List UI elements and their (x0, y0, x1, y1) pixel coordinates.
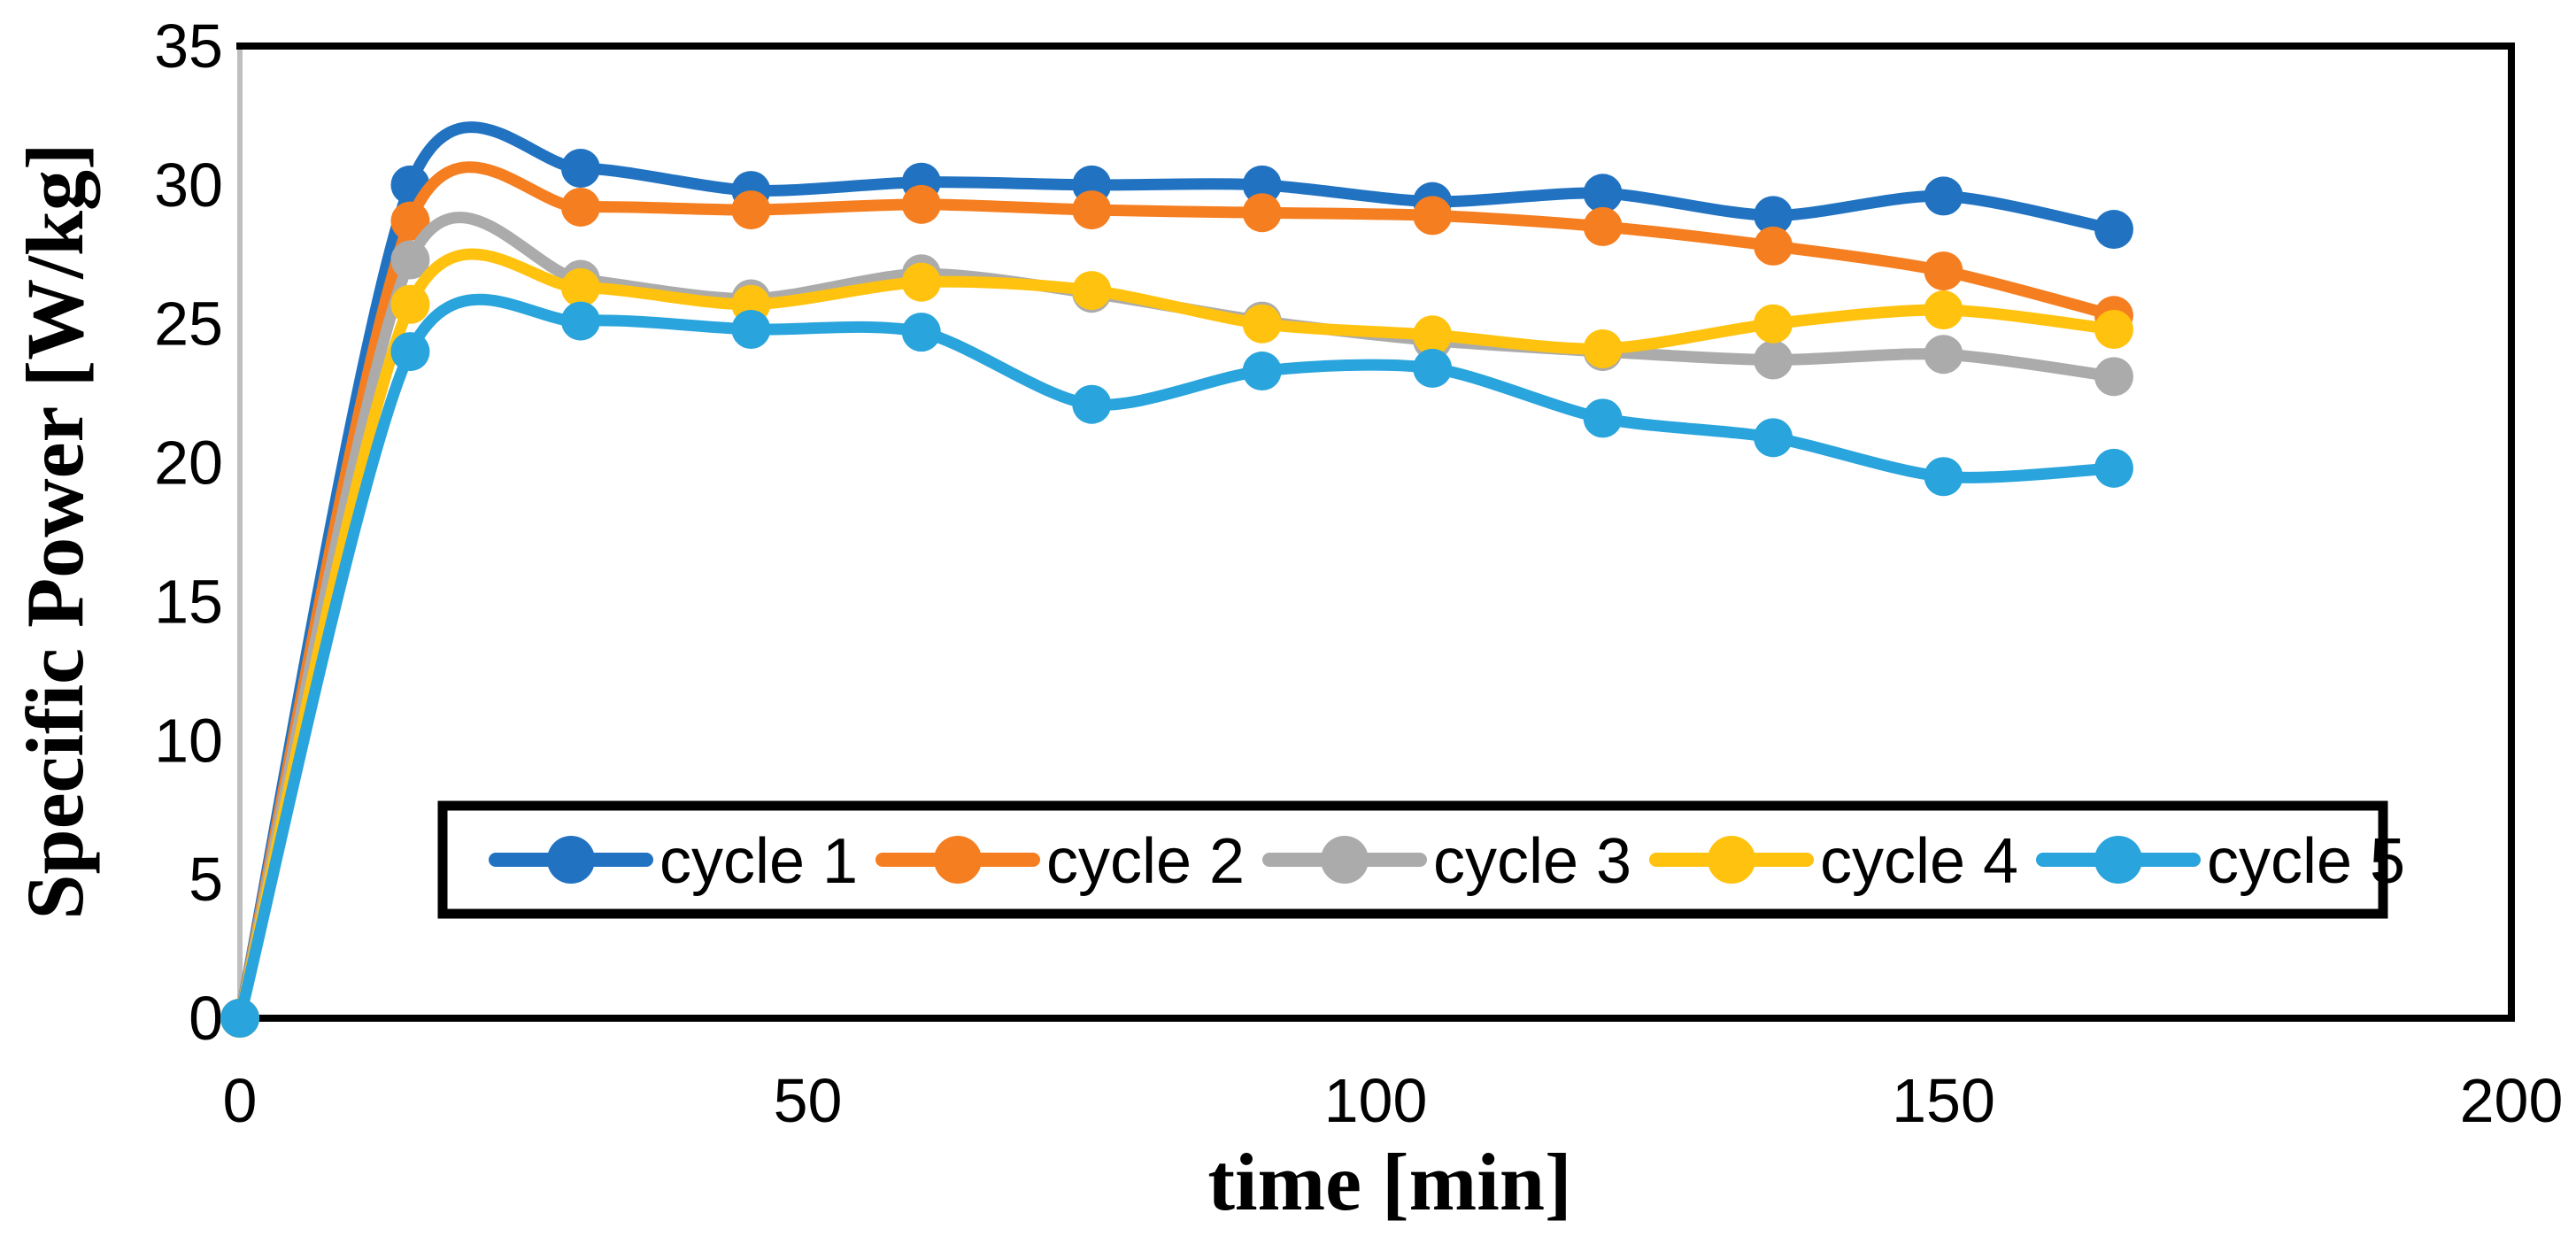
x-tick-label: 150 (1892, 1066, 1995, 1135)
data-point (1924, 176, 1963, 216)
data-point (560, 187, 600, 227)
data-point (1924, 335, 1963, 375)
x-tick-label: 200 (2460, 1066, 2564, 1135)
data-point (1242, 193, 1282, 233)
data-point (1754, 226, 1793, 266)
legend-marker-icon (2094, 836, 2142, 884)
x-tick-label: 0 (223, 1066, 258, 1135)
data-point (560, 149, 600, 189)
y-tick-label: 30 (154, 151, 223, 220)
y-tick-label: 15 (154, 567, 223, 636)
x-tick-label: 50 (774, 1066, 843, 1135)
data-point (731, 190, 771, 230)
data-point (390, 201, 430, 241)
data-point (901, 184, 941, 224)
data-point (390, 240, 430, 280)
legend-label: cycle 3 (1433, 826, 1631, 897)
data-point (1583, 206, 1623, 246)
data-point (1583, 398, 1623, 438)
data-point (2094, 357, 2133, 397)
legend-item: cycle 4 (1649, 826, 2018, 897)
data-point (1413, 315, 1453, 355)
legend-item: cycle 2 (875, 826, 1245, 897)
legend-label: cycle 1 (659, 826, 858, 897)
data-point (1754, 340, 1793, 380)
y-tick-label: 35 (154, 12, 223, 81)
data-point (1242, 352, 1282, 391)
legend-marker-icon (934, 836, 982, 884)
data-point (560, 267, 600, 307)
data-point (1242, 165, 1282, 205)
data-point (390, 332, 430, 372)
y-axis-title: Specific Power [W/kg] (10, 143, 100, 920)
data-point (390, 284, 430, 324)
x-tick-label: 100 (1324, 1066, 1428, 1135)
legend-marker-icon (547, 836, 595, 884)
data-point (1583, 328, 1623, 368)
legend-marker-icon (1708, 836, 1755, 884)
data-point (2094, 448, 2133, 488)
data-point (1754, 304, 1793, 344)
data-point (901, 262, 941, 302)
data-point (2094, 309, 2133, 349)
data-point (901, 313, 941, 352)
data-point (1924, 290, 1963, 330)
legend-marker-icon (1321, 836, 1369, 884)
y-tick-label: 25 (154, 290, 223, 359)
data-point (1072, 271, 1112, 311)
legend-item: cycle 3 (1262, 826, 1631, 897)
legend-label: cycle 4 (1820, 826, 2018, 897)
x-axis-title: time [min] (1207, 1137, 1572, 1227)
data-point (1583, 174, 1623, 213)
data-point (1413, 196, 1453, 236)
data-point (1242, 304, 1282, 344)
data-point (1754, 196, 1793, 236)
series-cycle-2 (220, 161, 2133, 1038)
data-point (220, 999, 259, 1038)
series-cycle-4 (220, 248, 2133, 1038)
y-tick-label: 5 (189, 845, 223, 914)
data-point (1413, 348, 1453, 388)
legend-label: cycle 5 (2207, 826, 2405, 897)
legend-item: cycle 1 (489, 826, 858, 897)
data-point (2094, 210, 2133, 250)
legend-label: cycle 2 (1046, 826, 1245, 897)
data-point (1924, 251, 1963, 291)
legend-box: cycle 1 cycle 2 cycle 3 cycle 4 cycle 5 (437, 800, 2405, 919)
y-tick-label: 20 (154, 429, 223, 498)
data-point (1754, 418, 1793, 458)
legend-item: cycle 5 (2036, 826, 2405, 897)
y-tick-label: 0 (189, 984, 223, 1053)
data-point (731, 309, 771, 349)
data-point (560, 301, 600, 341)
data-point (1072, 384, 1112, 424)
data-point (1924, 457, 1963, 497)
series-cycle-5 (220, 293, 2133, 1038)
y-tick-label: 10 (154, 706, 223, 775)
data-point (1072, 190, 1112, 230)
